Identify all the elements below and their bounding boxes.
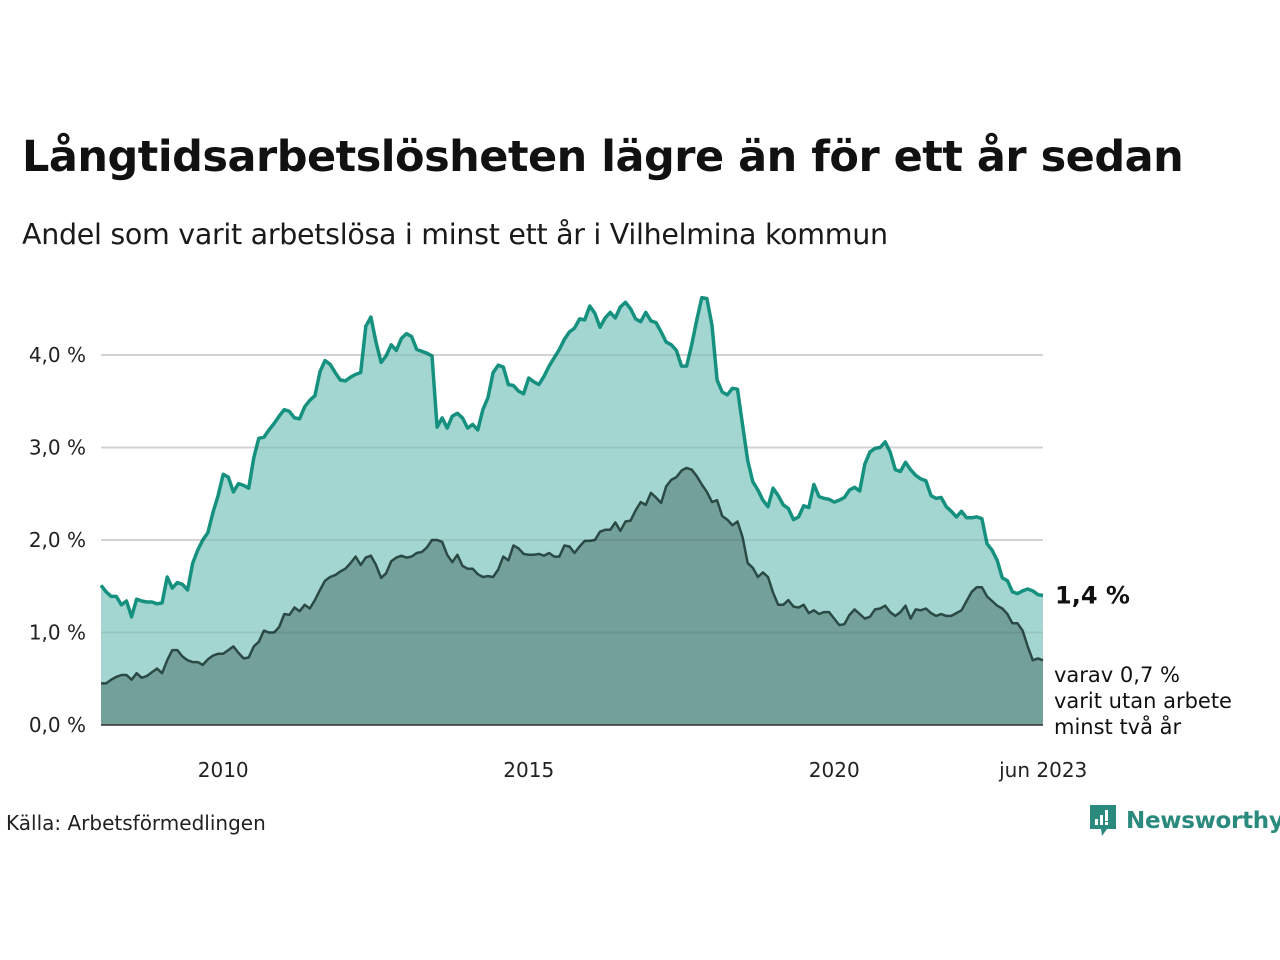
two-year-unemployment-line bbox=[101, 466, 1044, 685]
upper-series-end-label: 1,4 % bbox=[1055, 582, 1130, 610]
y-tick-label: 0,0 % bbox=[29, 713, 86, 737]
series-areas bbox=[99, 295, 1044, 725]
x-tick-label: 2015 bbox=[503, 758, 554, 782]
newsworthy-logo-icon bbox=[1090, 805, 1116, 836]
long-term-unemployment-line bbox=[99, 295, 1044, 619]
y-tick-label: 3,0 % bbox=[29, 436, 86, 460]
x-axis: 2010 2015 2020 jun 2023 bbox=[198, 758, 1088, 782]
two-year-unemployment-area bbox=[101, 467, 1043, 725]
x-tick-label: 2010 bbox=[198, 758, 249, 782]
chart-title: Långtidsarbetslösheten lägre än för ett … bbox=[22, 132, 1184, 182]
y-tick-label: 1,0 % bbox=[29, 621, 86, 645]
chart-subtitle: Andel som varit arbetslösa i minst ett å… bbox=[22, 218, 888, 251]
newsworthy-brand: Newsworthy bbox=[1088, 803, 1280, 839]
x-tick-label: 2020 bbox=[809, 758, 860, 782]
y-tick-label: 4,0 % bbox=[29, 343, 86, 367]
x-tick-label: jun 2023 bbox=[998, 758, 1087, 782]
y-axis: 0,0 % 1,0 % 2,0 % 3,0 % 4,0 % bbox=[29, 343, 86, 737]
lower-series-end-label: minst två år bbox=[1054, 714, 1182, 739]
brand-name: Newsworthy bbox=[1126, 808, 1280, 834]
y-tick-label: 2,0 % bbox=[29, 528, 86, 552]
lower-series-end-label: varav 0,7 % bbox=[1054, 663, 1180, 687]
lower-series-end-label: varit utan arbete bbox=[1054, 689, 1232, 713]
source-label: Källa: Arbetsförmedlingen bbox=[6, 811, 266, 835]
